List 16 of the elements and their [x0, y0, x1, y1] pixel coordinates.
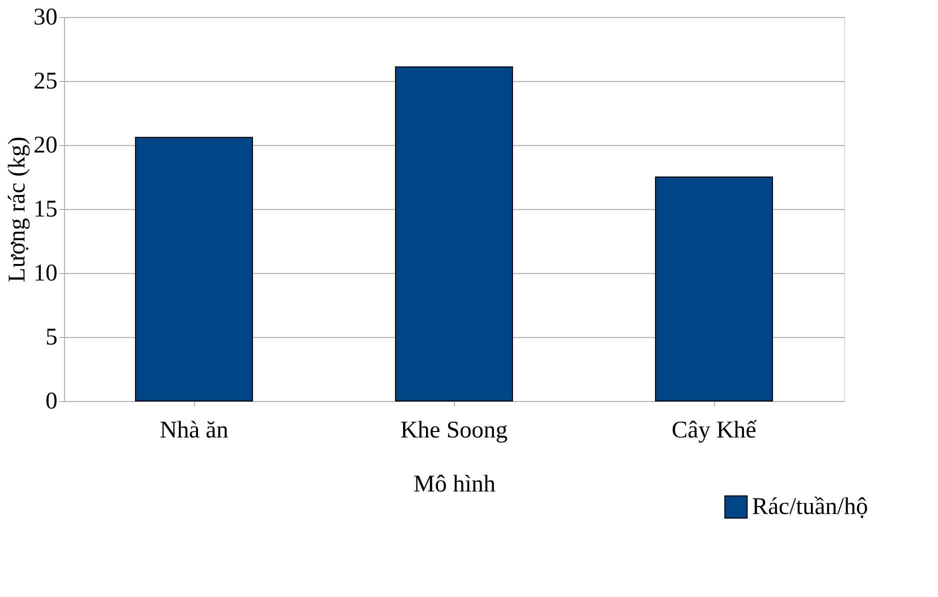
y-tick-label: 10: [34, 260, 58, 286]
bar: [135, 136, 253, 402]
x-tick-label: Cây Khế: [672, 418, 758, 444]
bar: [395, 66, 513, 402]
y-tick-label: 25: [34, 68, 58, 94]
y-axis-title: Lượng rác (kg): [4, 136, 30, 282]
y-tick-label: 20: [34, 132, 58, 158]
y-tick-label: 15: [34, 196, 58, 222]
legend-label: Rác/tuần/hộ: [752, 494, 868, 520]
x-tick-label: Khe Soong: [400, 418, 508, 444]
y-tick-label: 5: [46, 324, 58, 350]
x-tick-label: Nhà ăn: [160, 418, 228, 444]
y-tick-label: 0: [46, 388, 58, 414]
bar: [655, 176, 773, 402]
x-axis-title: Mô hình: [413, 472, 496, 498]
y-tick-label: 30: [34, 4, 58, 30]
